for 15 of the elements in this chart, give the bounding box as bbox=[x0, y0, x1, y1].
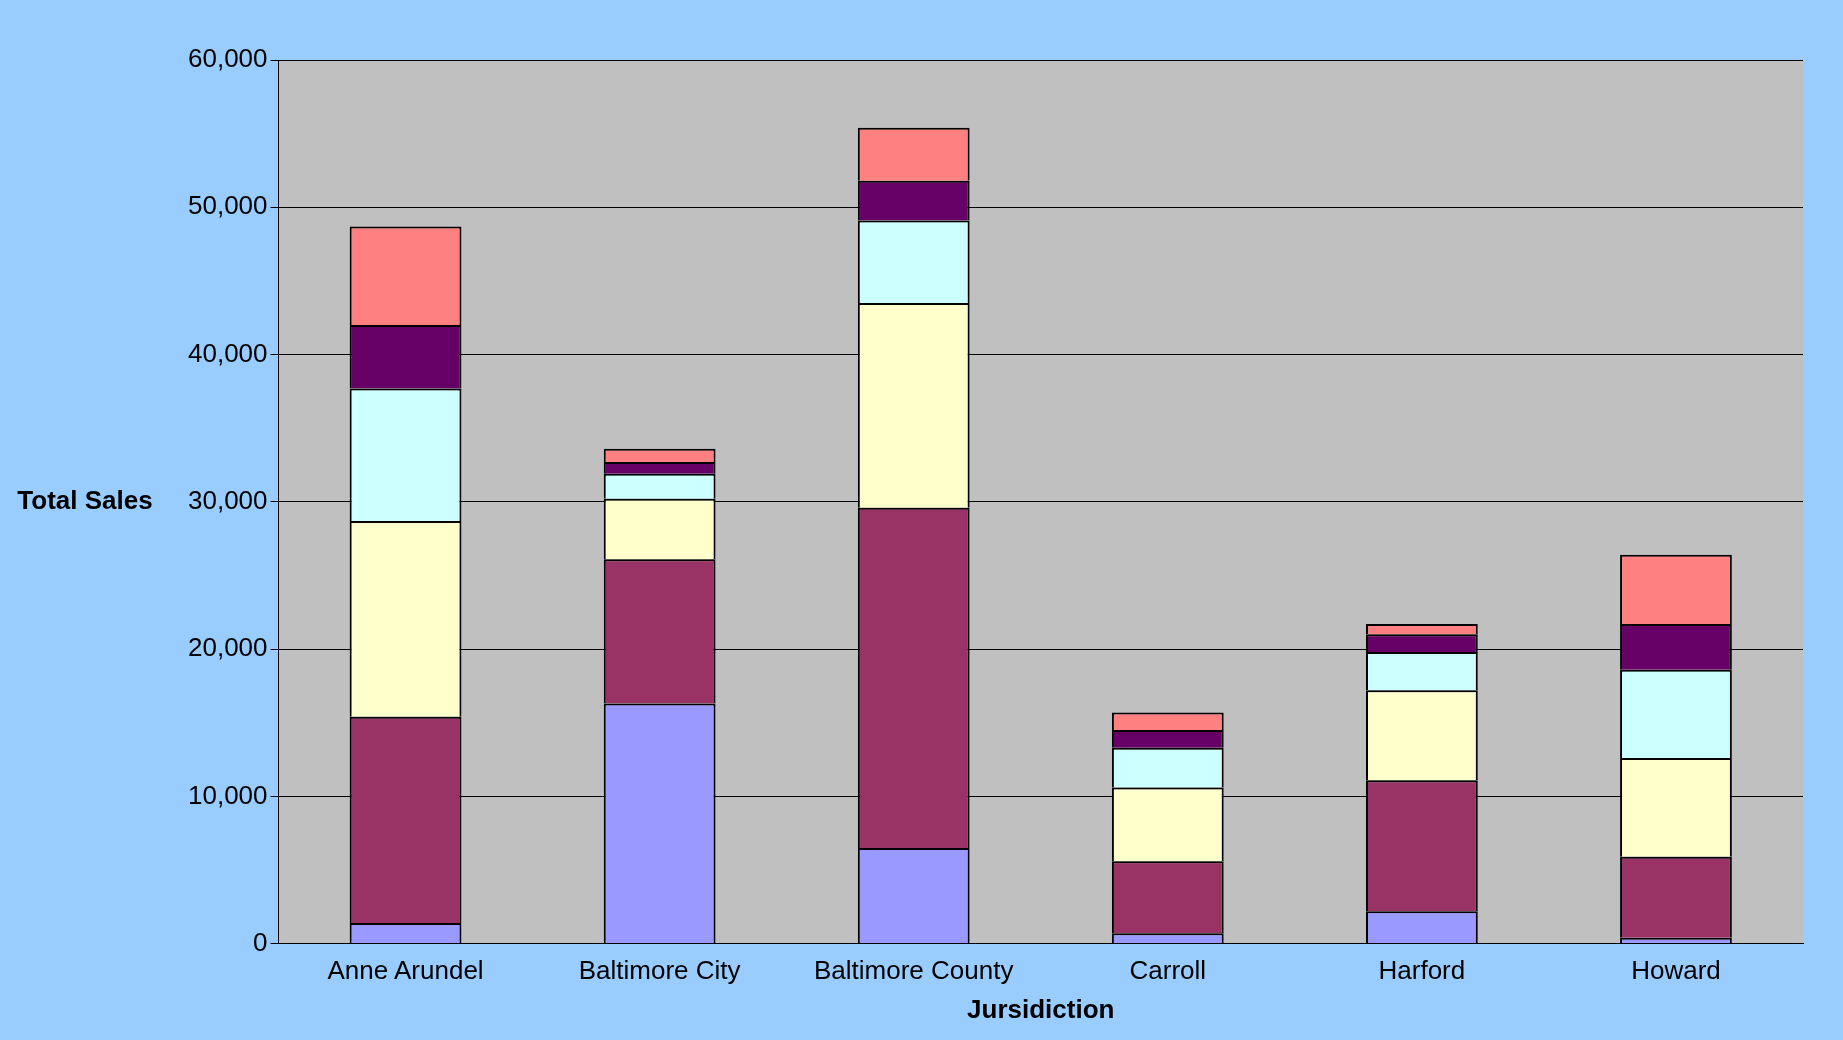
y-tick-label: 0 bbox=[253, 926, 268, 957]
x-tick-label: Carroll bbox=[1129, 955, 1207, 986]
x-tick-label: Harford bbox=[1378, 955, 1466, 986]
y-tick-label: 20,000 bbox=[187, 632, 268, 663]
x-tick-label: Howard bbox=[1631, 955, 1721, 986]
y-tick-label: 40,000 bbox=[187, 337, 268, 368]
x-tick-label: Baltimore City bbox=[578, 955, 741, 986]
y-tick-label: 30,000 bbox=[187, 484, 268, 515]
y-tick-label: 60,000 bbox=[187, 43, 268, 74]
x-tick-label: Anne Arundel bbox=[327, 955, 484, 986]
y-tick-label: 50,000 bbox=[187, 190, 268, 221]
x-axis-title: Jursidiction bbox=[967, 993, 1115, 1024]
x-tick-label: Baltimore County bbox=[814, 955, 1014, 986]
y-axis-title: Total Sales bbox=[16, 485, 154, 516]
y-tick-label: 10,000 bbox=[187, 779, 268, 810]
